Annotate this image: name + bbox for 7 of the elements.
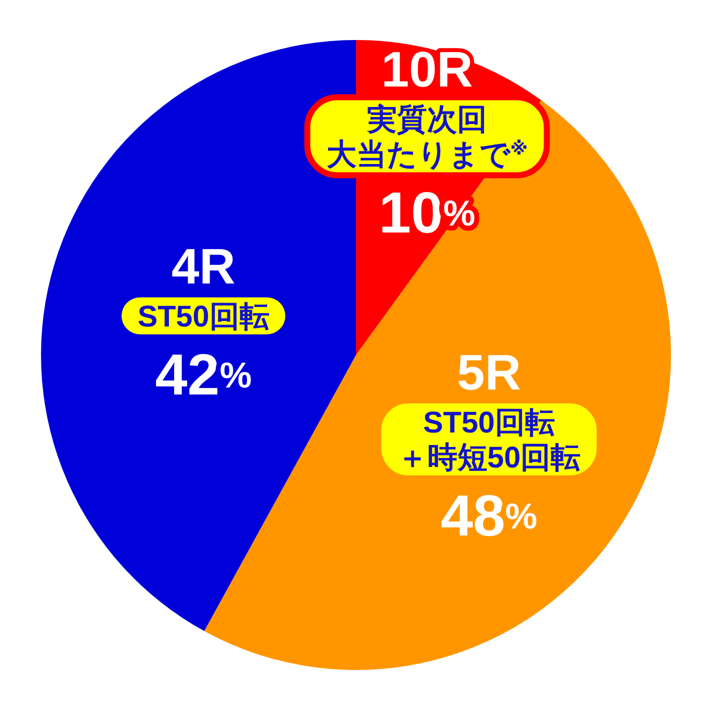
- data-label: 42%: [155, 342, 252, 407]
- text: ST50回転: [138, 300, 270, 334]
- text: ST50回転＋時短50回転: [397, 406, 581, 475]
- data-label: 48%: [440, 482, 538, 548]
- text: 実質次回大当たりまで$^{※}$: [326, 102, 528, 172]
- slice-label: 4R: [171, 238, 236, 294]
- slice-label: 5R: [457, 344, 521, 400]
